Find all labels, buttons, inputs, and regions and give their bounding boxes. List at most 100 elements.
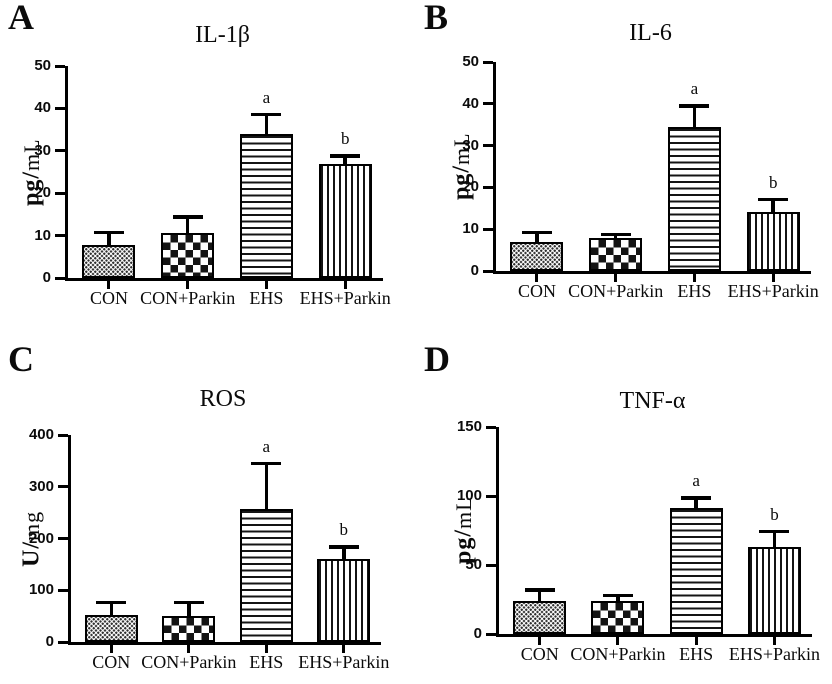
y-axis-tick xyxy=(55,149,65,153)
y-axis-tick xyxy=(486,425,496,429)
error-bar-cap xyxy=(172,215,203,219)
significance-label: a xyxy=(690,79,699,99)
y-axis-tick-label: 150 xyxy=(456,418,482,435)
error-bar-cap xyxy=(758,197,789,202)
bar xyxy=(747,547,801,634)
y-axis-tick xyxy=(483,227,493,231)
plot-area: 0 100 200 300 400 CON CON+Parkin a EHS b EHS+Parki… xyxy=(29,426,389,672)
y-axis-tick xyxy=(58,588,68,592)
y-axis-tick-label: 40 xyxy=(34,99,51,117)
error-bar-cap xyxy=(602,593,633,598)
bar xyxy=(84,615,138,642)
chart-title: TNF-α xyxy=(619,388,686,414)
bar xyxy=(746,211,800,271)
y-axis-label: pg/mL xyxy=(450,496,477,565)
x-axis-tick xyxy=(538,637,542,645)
y-axis-tick-label: 0 xyxy=(42,269,51,286)
error-bar xyxy=(264,461,269,511)
plot-area: 0 10 20 30 40 50 CON CON+Parkin a EHS b EHS+Parkin xyxy=(462,53,818,301)
x-axis-tick-label: CON xyxy=(89,288,128,308)
panel-letter: D xyxy=(424,339,450,379)
chart-panel-b: B IL-6 pg/mL 0 10 20 30 40 50 CON CON+Parkin a EH… xyxy=(416,0,832,342)
x-axis-tick xyxy=(342,645,346,653)
x-axis-tick xyxy=(109,645,113,653)
x-axis-tick xyxy=(535,274,539,282)
significance-label: b xyxy=(768,172,778,192)
y-axis-tick-label: 50 xyxy=(462,53,479,70)
y-axis-tick-label: 20 xyxy=(34,184,51,202)
chart-title: IL-6 xyxy=(629,20,672,46)
y-axis-tick-label: 30 xyxy=(34,141,51,159)
panel-letter: B xyxy=(424,0,449,37)
bar xyxy=(317,559,371,642)
error-bar xyxy=(187,600,191,619)
y-axis-tick xyxy=(58,485,68,489)
y-axis-tick-label: 50 xyxy=(465,556,482,573)
x-axis-tick xyxy=(692,274,696,282)
error-bar-cap xyxy=(251,461,282,466)
bar xyxy=(510,242,564,271)
bar xyxy=(589,237,643,271)
error-bar xyxy=(109,600,114,618)
x-axis-tick-label: EHS xyxy=(677,281,712,301)
y-axis-tick-label: 10 xyxy=(34,226,51,244)
x-axis-tick-label: EHS xyxy=(249,288,284,308)
error-bar xyxy=(772,529,777,550)
x-axis-tick xyxy=(187,645,191,653)
y-axis-tick-label: 20 xyxy=(462,178,479,196)
error-bar xyxy=(692,104,697,130)
error-bar xyxy=(694,496,698,511)
y-axis-tick xyxy=(483,185,493,189)
error-bar-cap xyxy=(759,529,790,534)
x-axis-tick-label: CON+Parkin xyxy=(140,288,236,308)
chart-panel-d: D TNF-α pg/mL 0 50 100 150 CON CON+Parkin a EHS… xyxy=(416,339,832,684)
y-axis-tick xyxy=(483,60,493,64)
x-axis-tick-label: EHS+Parkin xyxy=(727,281,819,301)
significance-label: a xyxy=(262,436,271,456)
x-axis-tick-label: CON xyxy=(92,652,131,672)
chart-panel-c: C ROS U/mg 0 100 200 300 400 CON CON+Parkin a EH… xyxy=(0,339,416,684)
y-axis-tick xyxy=(58,640,68,644)
bar xyxy=(669,508,723,634)
error-bar-cap xyxy=(173,600,204,605)
plot-area: 0 10 20 30 40 50 CON CON+Parkin a EHS b EHS+Parkin xyxy=(34,57,390,308)
bar xyxy=(239,133,293,278)
bar xyxy=(239,508,293,642)
x-axis-tick xyxy=(771,274,775,282)
y-axis-tick xyxy=(483,102,493,106)
y-axis-tick xyxy=(58,537,68,540)
y-axis-tick-label: 40 xyxy=(462,94,479,112)
bar xyxy=(667,127,721,271)
x-axis-tick-label: EHS+Parkin xyxy=(728,644,821,664)
y-axis-tick xyxy=(55,191,65,195)
x-axis-tick xyxy=(343,281,347,289)
y-axis-tick-label: 30 xyxy=(462,136,479,154)
bar xyxy=(318,163,372,278)
y-axis-tick xyxy=(55,106,65,110)
x-axis-tick xyxy=(264,281,268,289)
chart-panel-a: A IL-1β pg/mL 0 10 20 30 40 50 CON CON+Parkin a E… xyxy=(0,0,416,342)
error-bar xyxy=(185,215,190,235)
error-bar-cap xyxy=(679,104,710,108)
error-bar xyxy=(535,230,539,245)
y-axis-tick xyxy=(486,632,496,636)
error-bar xyxy=(342,545,346,562)
significance-label: a xyxy=(262,87,271,107)
error-bar xyxy=(613,232,618,240)
y-axis-tick-label: 50 xyxy=(34,57,51,74)
y-axis-tick-label: 400 xyxy=(28,426,54,443)
error-bar xyxy=(616,594,620,603)
error-bar-cap xyxy=(330,154,361,158)
y-axis-tick-label: 100 xyxy=(28,581,54,599)
chart-title: IL-1β xyxy=(195,22,250,48)
y-axis-tick xyxy=(486,563,496,567)
x-axis-tick xyxy=(264,645,268,653)
panel-letter: C xyxy=(8,339,34,379)
x-axis-tick xyxy=(107,281,111,289)
significance-label: b xyxy=(770,504,779,524)
error-bar-cap xyxy=(93,230,124,235)
y-axis-tick xyxy=(486,494,496,498)
x-axis-tick-label: CON+Parkin xyxy=(570,644,666,664)
x-axis-tick xyxy=(614,274,618,282)
significance-label: b xyxy=(339,520,349,540)
